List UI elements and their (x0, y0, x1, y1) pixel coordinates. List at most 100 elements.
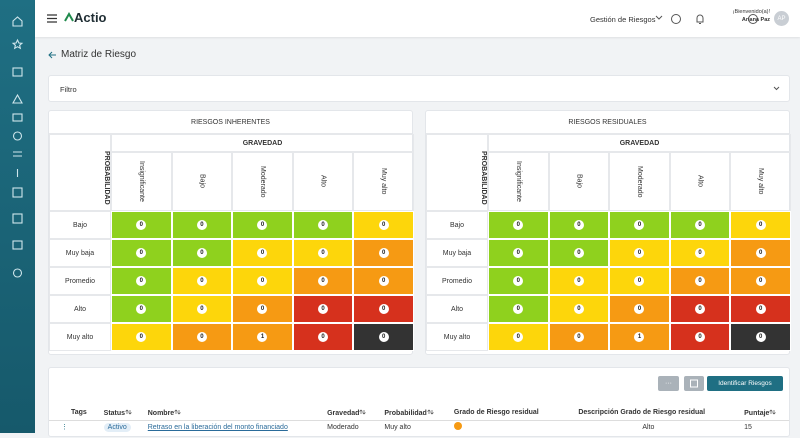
risk-cell[interactable]: 0 (232, 211, 293, 239)
risk-cell[interactable]: 0 (488, 323, 549, 351)
sort-icon[interactable] (769, 409, 777, 415)
avatar[interactable]: AP (774, 11, 789, 26)
risk-cell[interactable]: 0 (730, 211, 791, 239)
risk-cell[interactable]: 0 (488, 211, 549, 239)
risk-cell[interactable]: 0 (353, 323, 414, 351)
sort-icon[interactable] (125, 409, 132, 415)
risk-cell[interactable]: 0 (111, 239, 172, 267)
calendar-button[interactable] (684, 376, 704, 391)
row-header: Muy baja (49, 239, 111, 267)
risk-cell[interactable]: 0 (730, 295, 791, 323)
risk-cell[interactable]: 0 (548, 211, 610, 239)
column-header[interactable]: Descripción Grado de Riesgo residual (562, 406, 740, 420)
risk-cell[interactable]: 0 (171, 267, 233, 295)
risk-cell[interactable]: 0 (609, 239, 670, 267)
risk-cell[interactable]: 0 (548, 323, 610, 351)
column-header[interactable]: Puntaje (740, 406, 789, 420)
risk-cell[interactable]: 0 (669, 295, 731, 323)
risk-cell[interactable]: 0 (669, 239, 731, 267)
risk-cell[interactable]: 0 (730, 267, 791, 295)
risk-cell[interactable]: 0 (232, 239, 293, 267)
risk-cell[interactable]: 0 (669, 211, 731, 239)
cell-count: 0 (136, 332, 147, 342)
cell-count: 0 (196, 304, 207, 314)
column-header: Bajo (171, 152, 233, 211)
identify-button[interactable]: Identificar Riesgos (707, 376, 783, 391)
column-header: Insignificante (488, 152, 549, 211)
cell-count: 0 (573, 220, 584, 230)
risk-cell[interactable]: 0 (488, 267, 549, 295)
risk-cell[interactable]: 0 (111, 323, 172, 351)
risk-cell[interactable]: 0 (292, 239, 354, 267)
risk-cell[interactable]: 0 (353, 295, 414, 323)
cell-count: 0 (634, 276, 645, 286)
status-chip: Activo (103, 422, 131, 432)
top-icons[interactable] (670, 13, 760, 25)
risk-cell[interactable]: 1 (232, 323, 293, 351)
sort-icon[interactable] (359, 409, 367, 415)
module-select[interactable]: Gestión de Riesgos (590, 15, 656, 24)
more-button[interactable]: ··· (658, 376, 679, 391)
risk-cell[interactable]: 0 (171, 211, 233, 239)
cell-count: 0 (513, 304, 524, 314)
row-header: Bajo (426, 211, 488, 239)
risk-cell[interactable]: 0 (669, 267, 731, 295)
column-header[interactable]: Nombre (144, 406, 323, 420)
risk-cell[interactable]: 0 (171, 239, 233, 267)
risk-cell[interactable]: 0 (609, 211, 670, 239)
column-header[interactable]: Grado de Riesgo residual (450, 406, 562, 420)
risk-cell[interactable]: 0 (488, 295, 549, 323)
cell-count: 0 (513, 332, 524, 342)
column-header[interactable]: Gravedad (323, 406, 380, 420)
risk-cell[interactable]: 0 (353, 239, 414, 267)
matrix-panel: RIESGOS INHERENTES GRAVEDAD PROBABILIDAD In… (48, 110, 414, 355)
cell-count: 0 (755, 332, 766, 342)
risk-cell[interactable]: 0 (548, 267, 610, 295)
sort-icon[interactable] (174, 409, 181, 415)
cell-count: 0 (755, 304, 766, 314)
header-label: Descripción Grado de Riesgo residual (578, 409, 706, 417)
data-row[interactable]: ⋮ Activo Retraso en la liberación del mo… (49, 420, 789, 434)
risk-cell[interactable]: 0 (292, 295, 354, 323)
risk-cell[interactable]: 0 (730, 239, 791, 267)
risk-cell[interactable]: 0 (171, 323, 233, 351)
risk-cell[interactable]: 0 (292, 267, 354, 295)
risk-cell[interactable]: 0 (171, 295, 233, 323)
description-cell: Alto (642, 423, 655, 431)
cell-count: 0 (196, 332, 207, 342)
back-arrow[interactable] (48, 51, 57, 59)
column-header[interactable]: Status (100, 406, 144, 420)
risk-cell[interactable]: 0 (353, 267, 414, 295)
sort-icon[interactable] (427, 409, 434, 415)
filter-panel[interactable]: Filtro (48, 75, 790, 102)
brand[interactable]: Actio (74, 10, 107, 25)
row-menu[interactable]: ⋮ (61, 424, 68, 432)
risk-cell[interactable]: 0 (488, 239, 549, 267)
cell-count: 0 (136, 248, 147, 258)
risk-cell[interactable]: 0 (111, 267, 172, 295)
risk-cell[interactable]: 0 (548, 295, 610, 323)
cell-count: 0 (378, 248, 389, 258)
risk-cell[interactable]: 0 (609, 295, 670, 323)
menu-icon[interactable] (47, 14, 57, 23)
column-header[interactable]: Probabilidad (380, 406, 450, 420)
risk-cell[interactable]: 0 (730, 323, 791, 351)
name-cell[interactable]: Retraso en la liberación del monto finan… (147, 423, 288, 431)
risk-cell[interactable]: 0 (232, 267, 293, 295)
identify-label: Identificar Riesgos (718, 380, 772, 387)
risk-cell[interactable]: 0 (353, 211, 414, 239)
cell-count: 0 (257, 304, 268, 314)
risk-cell[interactable]: 0 (111, 295, 172, 323)
risk-cell[interactable]: 0 (609, 267, 670, 295)
column-header: Alto (292, 152, 354, 211)
risk-cell[interactable]: 0 (111, 211, 172, 239)
risk-cell[interactable]: 0 (232, 295, 293, 323)
risk-cell[interactable]: 0 (669, 323, 731, 351)
topbar: Actio Gestión de Riesgos ¡Bienvenido(a)!… (35, 0, 800, 37)
risk-cell[interactable]: 0 (292, 323, 354, 351)
risk-cell[interactable]: 0 (292, 211, 354, 239)
row-group: PROBABILIDAD (49, 134, 111, 211)
risk-cell[interactable]: 0 (548, 239, 610, 267)
column-header[interactable]: Tags (49, 406, 100, 420)
risk-cell[interactable]: 1 (609, 323, 670, 351)
